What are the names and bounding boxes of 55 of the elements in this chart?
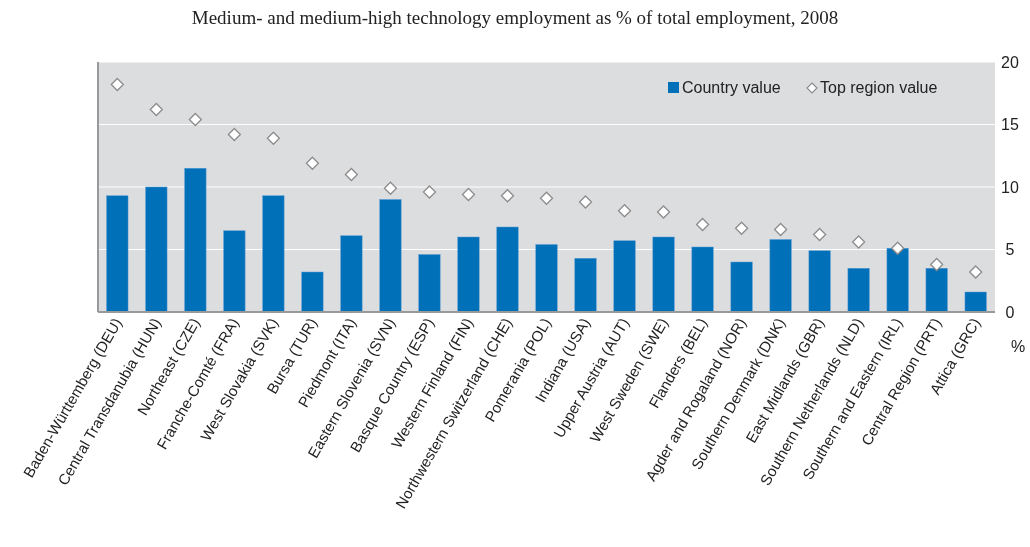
point: [734, 221, 749, 235]
bar: [769, 239, 792, 313]
point: [695, 217, 710, 232]
bar: [535, 244, 558, 313]
point: [891, 241, 905, 255]
bar: [925, 268, 948, 313]
bar: [886, 248, 909, 313]
bar: [418, 254, 441, 313]
point: [344, 167, 359, 182]
bar: [340, 235, 363, 313]
y-tick-label: 10: [1001, 178, 1019, 196]
bar: [106, 195, 129, 313]
bar: [808, 250, 831, 313]
point: [500, 189, 515, 203]
bar: [496, 226, 519, 313]
point: [461, 187, 476, 202]
point: [188, 112, 202, 127]
bar: [184, 168, 207, 313]
y-tick-label: 15: [1001, 116, 1019, 134]
bar: [613, 240, 636, 313]
y-tick-label: 0: [1005, 303, 1015, 321]
bar: [730, 261, 753, 313]
point: [578, 195, 593, 209]
bar: [574, 258, 597, 313]
point: [617, 204, 632, 218]
bar: [379, 199, 402, 313]
bar: [691, 246, 714, 313]
bar: [262, 195, 285, 313]
point: [539, 191, 554, 205]
bar: [457, 236, 480, 313]
y-tick-label: 5: [1005, 241, 1015, 259]
legend-label: Top region value: [820, 79, 938, 96]
y-axis-title: %: [1010, 338, 1026, 355]
point: [422, 185, 437, 199]
bar: [964, 291, 987, 313]
point: [383, 181, 398, 195]
bar: [652, 236, 675, 313]
point: [773, 222, 788, 237]
point: [812, 227, 827, 242]
point: [656, 205, 671, 219]
chart-title: Medium- and medium-high technology employment as % of total employment, 2008: [191, 7, 839, 28]
bar: [301, 271, 324, 313]
legend-label: Country value: [682, 79, 781, 96]
point: [930, 257, 944, 272]
bar: [223, 230, 246, 313]
point: [969, 265, 983, 279]
point: [266, 131, 281, 145]
bar: [145, 186, 168, 313]
point: [110, 77, 124, 92]
point: [851, 235, 866, 249]
y-tick-label: 20: [1001, 53, 1019, 71]
point: [227, 127, 242, 142]
point: [149, 102, 163, 117]
point: [305, 156, 320, 170]
bar: [847, 268, 870, 313]
